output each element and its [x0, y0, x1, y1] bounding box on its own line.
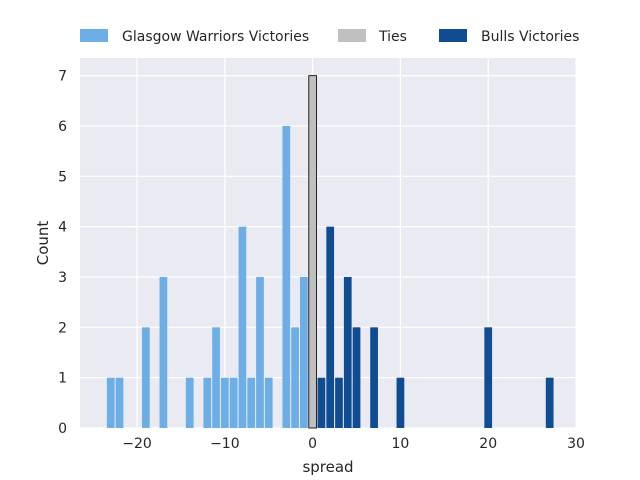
- bar-bulls: [335, 377, 343, 428]
- bar-bulls: [370, 327, 378, 428]
- bar-glasgow: [256, 276, 264, 428]
- bar-glasgow: [229, 377, 238, 428]
- x-tick-labels: −20 −10 0 10 20 30: [122, 436, 585, 452]
- y-tick-label: 7: [58, 69, 67, 85]
- legend: Glasgow Warriors Victories Ties Bulls Vi…: [80, 29, 579, 45]
- bar-ties: [308, 75, 317, 429]
- legend-label-ties: Ties: [378, 29, 407, 45]
- bar-glasgow: [141, 327, 150, 428]
- legend-label-bulls: Bulls Victories: [481, 29, 579, 45]
- bar-glasgow: [106, 377, 115, 428]
- x-tick-label: 30: [567, 436, 585, 452]
- bar-glasgow: [115, 377, 124, 428]
- bar-bulls: [343, 276, 352, 428]
- bar-bulls: [545, 377, 554, 428]
- bar-glasgow: [203, 377, 212, 428]
- bar-glasgow: [299, 276, 308, 428]
- bar-glasgow: [247, 377, 256, 428]
- x-axis-label: spread: [302, 458, 353, 476]
- x-tick-label: −10: [210, 436, 240, 452]
- x-tick-label: 0: [308, 436, 317, 452]
- bar-glasgow: [220, 377, 229, 428]
- y-axis-label: Count: [34, 221, 52, 266]
- bar-bulls: [396, 377, 405, 428]
- x-tick-label: −20: [122, 436, 152, 452]
- y-tick-label: 0: [58, 421, 67, 437]
- bar-glasgow: [291, 327, 299, 428]
- legend-label-glasgow: Glasgow Warriors Victories: [122, 29, 309, 45]
- legend-swatch-ties: [338, 29, 366, 42]
- bar-bulls: [484, 327, 493, 428]
- bar-glasgow: [159, 276, 168, 428]
- y-tick-label: 3: [58, 270, 67, 286]
- y-tick-label: 2: [58, 320, 67, 336]
- y-tick-label: 6: [58, 119, 67, 135]
- bar-glasgow: [238, 226, 247, 428]
- bar-glasgow: [185, 377, 194, 428]
- bar-glasgow: [264, 377, 273, 428]
- legend-swatch-glasgow: [80, 29, 108, 42]
- y-tick-label: 4: [58, 220, 67, 236]
- y-tick-labels: 0 1 2 3 4 5 6 7: [58, 69, 67, 437]
- x-tick-label: 20: [479, 436, 497, 452]
- bar-glasgow: [212, 327, 220, 428]
- bars: [106, 75, 554, 429]
- legend-swatch-bulls: [439, 29, 467, 42]
- bar-bulls: [317, 377, 326, 428]
- bar-bulls: [326, 226, 335, 428]
- bar-glasgow: [282, 125, 291, 429]
- y-tick-label: 5: [58, 169, 67, 185]
- x-tick-label: 10: [392, 436, 410, 452]
- bar-bulls: [352, 327, 361, 428]
- y-tick-label: 1: [58, 371, 67, 387]
